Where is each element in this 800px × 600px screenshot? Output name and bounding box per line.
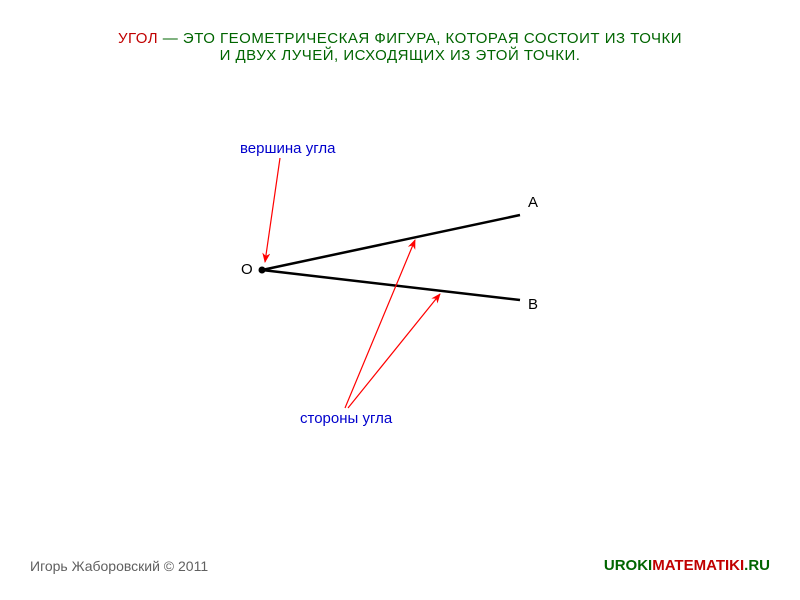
arrow-side-A [345,240,415,408]
footer-site-p1: UROKI [604,557,652,574]
page: УГОЛ — ЭТО ГЕОМЕТРИЧЕСКАЯ ФИГУРА, КОТОРА… [0,0,800,600]
arrow-side-B [348,294,440,408]
label-vertex: вершина угла [240,140,335,157]
diagram-svg [0,0,800,600]
vertex-point [259,267,266,274]
ray-OB [262,270,520,300]
footer-author: Игорь Жаборовский © 2011 [30,558,208,574]
label-B: B [528,296,538,313]
footer-site-p3: .RU [744,557,770,574]
footer-site: UROKIMATEMATIKI.RU [604,557,770,574]
label-O: O [241,261,253,278]
arrow-vertex [265,158,280,262]
ray-OA [262,215,520,270]
label-sides: стороны угла [300,410,392,427]
label-A: A [528,194,538,211]
footer-site-p2: MATEMATIKI [652,557,744,574]
